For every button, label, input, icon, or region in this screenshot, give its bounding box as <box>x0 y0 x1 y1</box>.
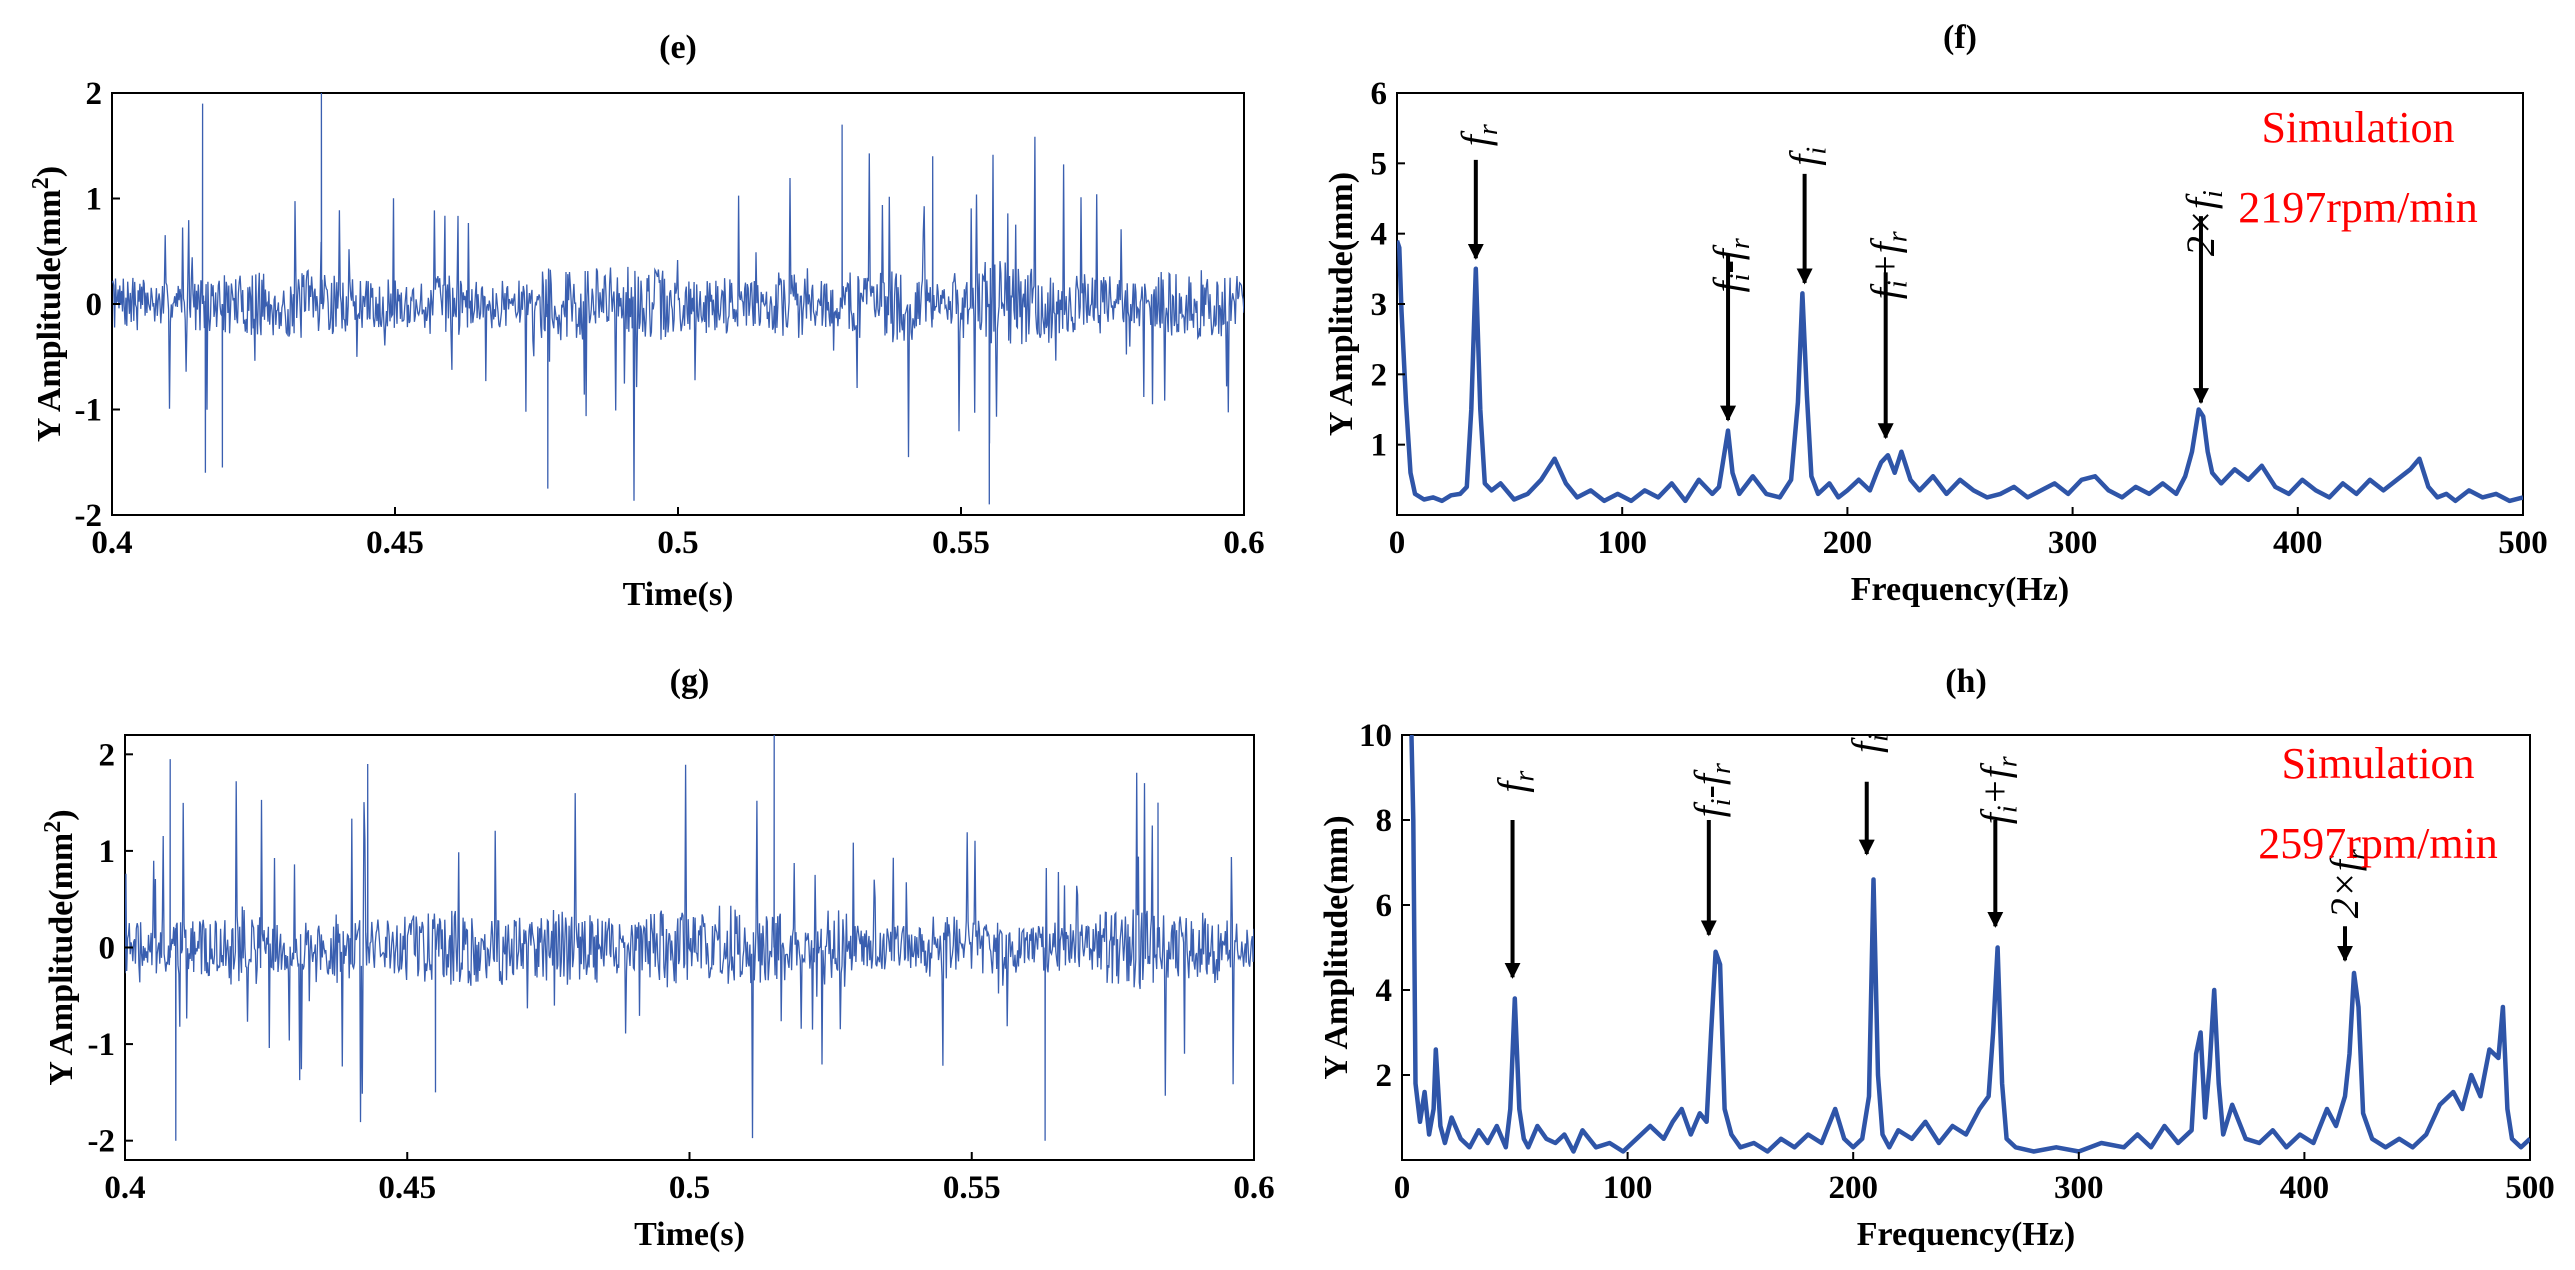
x-tick-label: 0.55 <box>943 1170 1001 1206</box>
annotation-label: 2×fr <box>2322 849 2373 918</box>
y-axis-label: Y Amplitude(mm2) <box>40 809 80 1085</box>
x-tick-label: 0 <box>1394 1170 1411 1206</box>
x-tick-label: 200 <box>1823 525 1873 561</box>
x-tick-label: 0.4 <box>104 1170 145 1206</box>
y-axis-label: Y Amplitude(mm) <box>1318 815 1355 1079</box>
y-tick-label: 6 <box>1376 888 1393 924</box>
x-tick-label: 0.45 <box>366 525 424 561</box>
x-tick-label: 0.6 <box>1223 525 1264 561</box>
plot-frame <box>111 92 1245 516</box>
annotation-label: fi-fr <box>1686 763 1737 817</box>
x-tick-label: 0.6 <box>1233 1170 1274 1206</box>
annotation-label: fi-fr <box>1705 238 1756 292</box>
x-tick-label: 0.5 <box>669 1170 710 1206</box>
panel-title: (f) <box>1943 19 1977 56</box>
y-tick-label: 10 <box>1359 718 1392 754</box>
x-tick-label: 200 <box>1828 1170 1878 1206</box>
y-tick-label: 1 <box>1371 428 1388 464</box>
y-tick-label: 0 <box>99 931 116 967</box>
x-axis-label: Time(s) <box>623 576 734 613</box>
y-axis-label: Y Amplitude(mm) <box>1323 172 1360 436</box>
panel-title: (h) <box>1945 663 1987 700</box>
x-tick-label: 500 <box>2498 525 2548 561</box>
x-axis-label: Frequency(Hz) <box>1851 571 2069 608</box>
series-line <box>125 735 1254 1141</box>
simulation-note: 2197rpm/min <box>2238 183 2478 232</box>
panel-title: (e) <box>659 29 697 66</box>
y-tick-label: 0 <box>86 287 103 323</box>
x-tick-label: 100 <box>1597 525 1647 561</box>
simulation-note: Simulation <box>2281 739 2474 788</box>
y-tick-label: 2 <box>99 737 116 773</box>
panel-e: (e) 0.4 0.45 0.5 0.55 0.6 -2 -1 0 1 2 Time(s) Y Ampl… <box>28 29 1265 613</box>
x-tick-label: 0.4 <box>91 525 132 561</box>
y-tick-label: 5 <box>1371 146 1388 182</box>
y-tick-label: -1 <box>75 393 103 429</box>
x-tick-label: 0.5 <box>657 525 698 561</box>
series-line <box>112 93 1244 505</box>
x-tick-label: 400 <box>2273 525 2323 561</box>
x-tick-label: 400 <box>2280 1170 2330 1206</box>
y-tick-label: 2 <box>1376 1058 1393 1094</box>
y-tick-label: 8 <box>1376 803 1393 839</box>
y-tick-label: -1 <box>88 1027 116 1063</box>
panel-h: (h) 0 100 200 300 400 500 2 4 6 8 10 Frequency(Hz) Y … <box>1318 663 2555 1253</box>
x-axis-label: Time(s) <box>634 1216 745 1253</box>
y-tick-label: 4 <box>1371 217 1388 253</box>
annotation: fi-fr <box>1686 763 1737 937</box>
y-tick-label: 2 <box>86 76 103 112</box>
simulation-note: 2597rpm/min <box>2258 819 2498 868</box>
y-tick-label: 4 <box>1376 973 1393 1009</box>
y-tick-label: 2 <box>1371 357 1388 393</box>
x-tick-label: 300 <box>2054 1170 2104 1206</box>
series-line <box>1409 735 2530 1154</box>
simulation-note: Simulation <box>2261 103 2454 152</box>
x-tick-label: 100 <box>1603 1170 1653 1206</box>
x-tick-label: 0 <box>1389 525 1406 561</box>
y-tick-label: 1 <box>99 834 116 870</box>
y-tick-label: -2 <box>88 1124 116 1160</box>
panel-g: (g) 0.4 0.45 0.5 0.55 0.6 -2 -1 0 1 2 Time(s) Y Ampl… <box>40 663 1275 1253</box>
y-tick-label: 1 <box>86 182 103 218</box>
y-axis-label: Y Amplitude(mm2) <box>28 166 68 442</box>
panel-title: (g) <box>670 663 710 700</box>
annotation: fi-fr <box>1705 238 1756 422</box>
annotation-label: 2×fi <box>2178 190 2229 256</box>
y-tick-label: 3 <box>1371 287 1388 323</box>
x-tick-label: 300 <box>2048 525 2098 561</box>
x-axis-label: Frequency(Hz) <box>1857 1216 2075 1253</box>
annotation: 2×fr <box>2322 849 2373 962</box>
x-tick-label: 0.45 <box>378 1170 436 1206</box>
panel-f: (f) 0 100 200 300 400 500 1 2 3 4 5 6 Frequency(Hz) Y … <box>1323 19 2548 608</box>
series-line <box>1397 239 2523 504</box>
plot-frame <box>1396 92 2524 516</box>
y-tick-label: -2 <box>75 498 103 534</box>
annotation: 2×fi <box>2178 190 2229 405</box>
x-tick-label: 500 <box>2505 1170 2555 1206</box>
x-tick-label: 0.55 <box>932 525 990 561</box>
y-tick-label: 6 <box>1371 76 1388 112</box>
